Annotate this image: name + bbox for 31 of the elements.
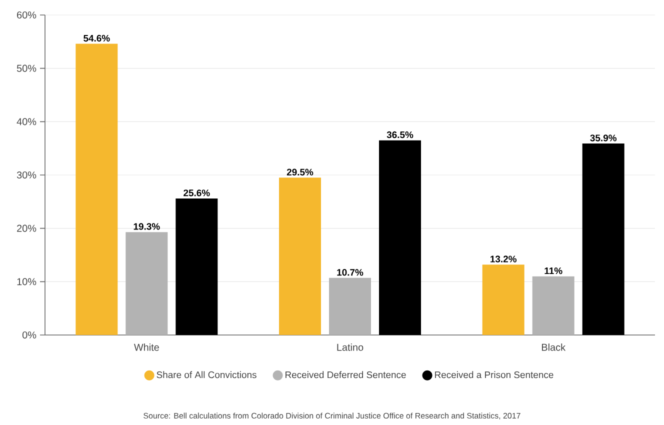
- data-label: 13.2%: [490, 256, 517, 262]
- data-label: 19.3%: [134, 223, 160, 230]
- data-label: 11%: [544, 267, 562, 274]
- x-tick-label: Black: [542, 344, 566, 351]
- bar: [582, 144, 624, 335]
- y-tick-label: 10%: [17, 278, 36, 286]
- bar: [379, 140, 422, 335]
- y-tick-label: 20%: [17, 224, 36, 232]
- legend-label: Received Deferred Sentence: [286, 371, 406, 378]
- x-tick-label: White: [134, 344, 159, 351]
- bar: [126, 232, 168, 335]
- legend-label: Share of All Convictions: [156, 371, 256, 378]
- y-tick-label: 60%: [17, 11, 36, 19]
- y-tick-label: 40%: [16, 118, 36, 126]
- data-label: 35.9%: [590, 134, 617, 142]
- bar: [329, 278, 372, 335]
- bar: [176, 198, 218, 335]
- x-tick-label: Latino: [337, 344, 364, 351]
- y-tick-label: 0%: [22, 331, 36, 339]
- bar: [76, 44, 118, 335]
- legend-label: Received a Prison Sentence: [435, 371, 554, 378]
- y-tick-label: 50%: [16, 64, 36, 72]
- bar: [482, 264, 524, 335]
- data-label: 29.5%: [286, 168, 314, 176]
- bar: [279, 178, 322, 335]
- data-label: 36.5%: [386, 131, 414, 138]
- y-tick-label: 30%: [16, 171, 36, 179]
- data-label: 25.6%: [184, 190, 210, 196]
- bar: [532, 276, 574, 335]
- data-label: 10.7%: [337, 269, 364, 276]
- data-label: 54.6%: [84, 34, 110, 42]
